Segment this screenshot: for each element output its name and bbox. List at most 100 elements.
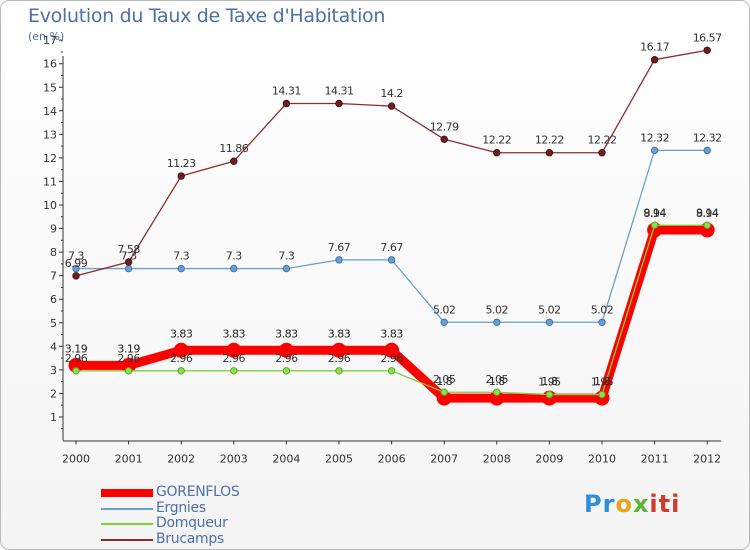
data-point-gorenflos (384, 342, 400, 358)
data-label-ergnies: 5.02 (486, 303, 509, 316)
legend-label: Brucamps (156, 530, 224, 547)
y-tick-label: 14 (43, 105, 57, 118)
data-label-ergnies: 5.02 (591, 303, 614, 316)
data-point-gorenflos (173, 342, 189, 358)
data-point-brucamps (72, 272, 80, 280)
data-label-brucamps: 16.17 (640, 41, 669, 54)
data-point-domqueur (230, 367, 238, 375)
data-label-gorenflos: 3.83 (170, 327, 193, 340)
data-label-domqueur: 1.95 (591, 376, 614, 389)
y-tick-label: 5 (50, 317, 57, 330)
y-tick-label: 4 (50, 340, 57, 353)
legend-label: GORENFLOS (156, 484, 240, 500)
data-label-domqueur: 2.96 (117, 352, 140, 365)
data-point-ergnies (335, 256, 343, 264)
x-tick-label: 2001 (115, 453, 143, 466)
data-label-brucamps: 7.58 (117, 243, 140, 256)
x-tick-label: 2007 (430, 453, 458, 466)
y-tick-label: 11 (43, 175, 57, 188)
data-label-domqueur: 2.05 (433, 373, 456, 386)
data-label-ergnies: 5.02 (433, 303, 456, 316)
data-point-brucamps (440, 135, 448, 143)
series-line-ergnies (76, 149, 708, 323)
data-point-ergnies (440, 318, 448, 326)
data-point-domqueur (650, 221, 659, 229)
x-tick-label: 2006 (378, 453, 406, 466)
x-tick-label: 2003 (220, 453, 248, 466)
data-point-brucamps (650, 55, 659, 64)
data-label-gorenflos: 1.8 (489, 375, 505, 388)
y-tick-label: 7 (50, 270, 57, 283)
legend-swatch (101, 507, 153, 510)
data-point-ergnies (124, 264, 133, 273)
x-tick-label: 2005 (325, 453, 353, 466)
data-label-gorenflos: 1.8 (436, 375, 452, 388)
unit-label: (en %) (28, 30, 65, 43)
legend-swatch (101, 489, 153, 497)
x-tick-label: 2008 (483, 453, 511, 466)
proxiti-logo: Proxiti (584, 490, 681, 518)
y-tick-label: 10 (43, 199, 57, 212)
legend-swatch (101, 523, 153, 525)
data-label-gorenflos: 3.83 (328, 327, 351, 340)
x-tick-label: 2010 (588, 453, 616, 466)
data-label-domqueur: 9.14 (643, 206, 666, 219)
data-label-domqueur: 2.96 (275, 352, 298, 365)
data-point-brucamps (598, 149, 606, 157)
legend-swatch (101, 538, 153, 541)
y-tick-label: 1 (50, 411, 57, 424)
data-point-domqueur (440, 388, 448, 396)
data-label-domqueur: 2.96 (65, 352, 88, 365)
data-point-ergnies (177, 264, 185, 273)
y-tick-label: 9 (50, 223, 57, 236)
x-tick-label: 2002 (167, 453, 195, 466)
data-label-domqueur: 2.96 (380, 352, 403, 365)
data-label-brucamps: 11.86 (219, 142, 248, 155)
data-label-brucamps: 14.31 (325, 84, 354, 97)
y-tick-label: 12 (43, 152, 57, 165)
data-point-domqueur (124, 367, 133, 375)
x-tick-label: 2000 (62, 453, 90, 466)
data-point-brucamps (335, 99, 343, 108)
data-point-ergnies (650, 146, 659, 155)
data-point-brucamps (124, 258, 133, 266)
data-label-ergnies: 7.3 (173, 250, 189, 263)
data-label-domqueur: 2.96 (170, 352, 193, 365)
data-label-brucamps: 14.31 (272, 84, 301, 97)
x-tick-label: 2011 (641, 453, 669, 466)
data-point-domqueur (493, 388, 501, 396)
data-point-domqueur (335, 367, 343, 375)
data-point-domqueur (703, 221, 711, 229)
data-label-brucamps: 16.57 (693, 31, 722, 44)
data-point-domqueur (282, 367, 291, 375)
data-point-ergnies (493, 318, 501, 326)
data-point-brucamps (282, 99, 291, 108)
data-label-brucamps: 12.79 (430, 120, 459, 133)
x-tick-label: 2012 (693, 453, 721, 466)
data-point-ergnies (598, 318, 606, 326)
data-label-brucamps: 12.22 (535, 134, 564, 147)
x-tick-label: 2009 (535, 453, 563, 466)
legend-label: Domqueur (156, 515, 228, 531)
data-label-ergnies: 7.3 (278, 250, 294, 263)
data-label-gorenflos: 3.19 (117, 342, 140, 355)
data-point-domqueur (72, 367, 80, 375)
y-tick-label: 16 (43, 58, 57, 71)
data-label-gorenflos: 3.83 (275, 327, 298, 340)
y-tick-label: 8 (50, 246, 57, 259)
data-point-gorenflos (226, 342, 242, 358)
data-label-domqueur: 2.96 (328, 352, 351, 365)
x-tick-label: 2004 (272, 453, 300, 466)
data-point-brucamps (230, 157, 238, 165)
data-point-domqueur (387, 367, 396, 375)
data-point-brucamps (177, 172, 185, 180)
data-label-ergnies: 7.3 (226, 250, 242, 263)
data-point-domqueur (545, 390, 554, 399)
data-label-gorenflos: 3.19 (65, 342, 88, 355)
data-label-domqueur: 2.96 (223, 352, 246, 365)
data-point-gorenflos (331, 342, 347, 358)
data-point-ergnies (545, 318, 554, 326)
data-point-ergnies (703, 146, 711, 155)
data-point-domqueur (598, 390, 606, 399)
chart-title: Evolution du Taux de Taxe d'Habitation (28, 5, 386, 27)
